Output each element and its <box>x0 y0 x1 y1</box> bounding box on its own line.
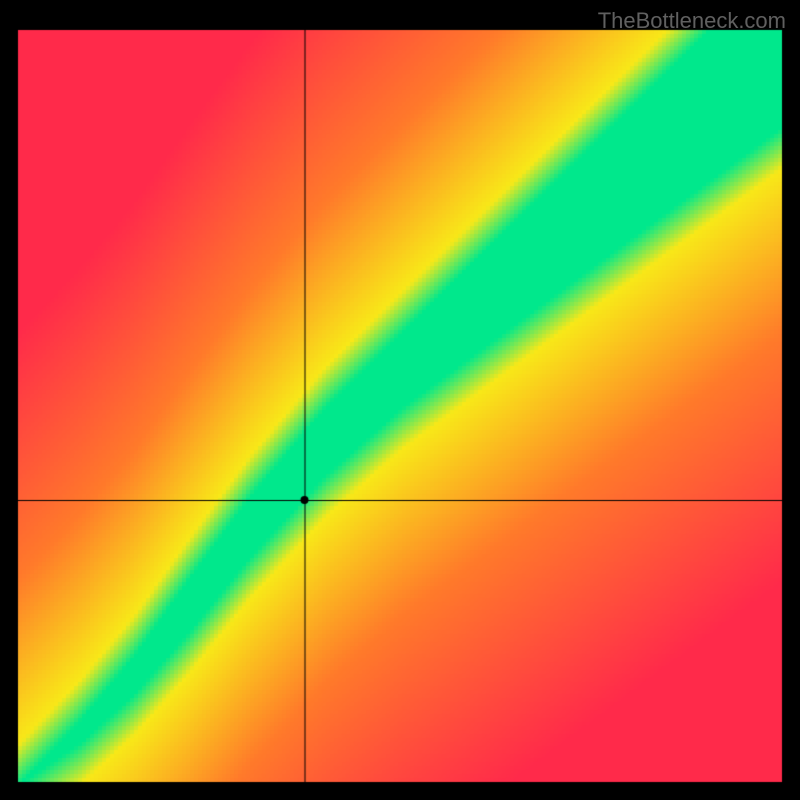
heatmap-canvas <box>0 0 800 800</box>
watermark-text: TheBottleneck.com <box>598 8 786 34</box>
chart-container: TheBottleneck.com <box>0 0 800 800</box>
